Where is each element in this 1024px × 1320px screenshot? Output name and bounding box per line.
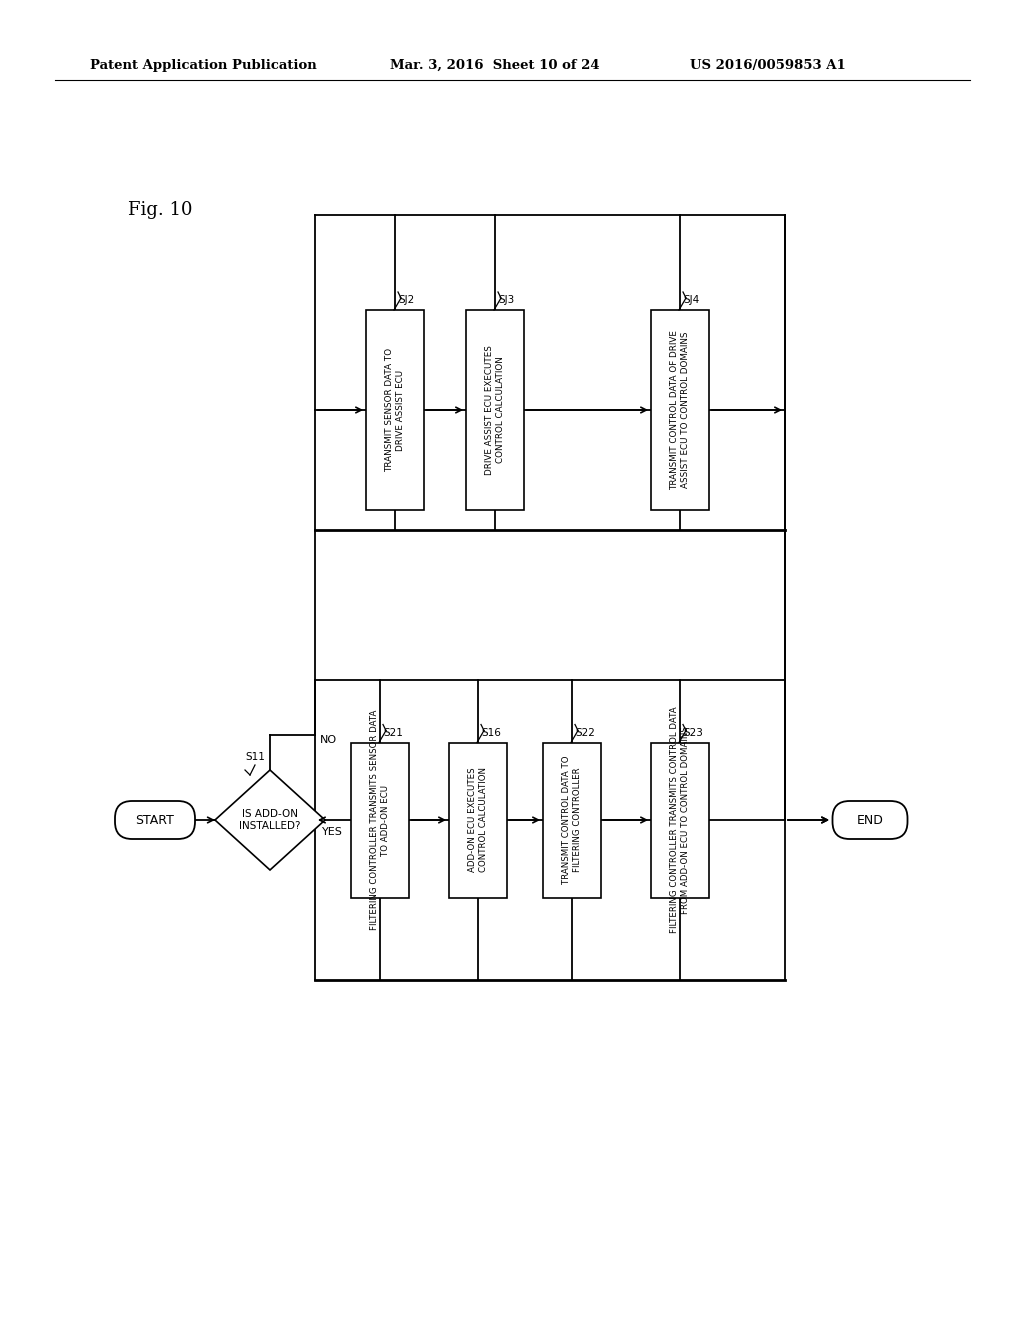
Text: SJ4: SJ4 [683,294,699,305]
Text: SJ3: SJ3 [498,294,514,305]
Bar [466,310,524,510]
Text: S16: S16 [481,727,501,738]
Bar [543,742,601,898]
Text: IS ADD-ON
INSTALLED?: IS ADD-ON INSTALLED? [240,809,301,830]
Bar [366,310,424,510]
Text: NO: NO [319,735,337,744]
Bar [351,742,409,898]
Text: FILTERING CONTROLLER TRANSMITS CONTROL DATA
FROM ADD-ON ECU TO CONTROL DOMAINS: FILTERING CONTROLLER TRANSMITS CONTROL D… [671,706,690,933]
Text: YES: YES [322,828,342,837]
Text: END: END [856,813,884,826]
Bar [651,310,709,510]
FancyBboxPatch shape [115,801,195,840]
Text: S23: S23 [683,727,702,738]
Text: TRANSMIT CONTROL DATA TO
FILTERING CONTROLLER: TRANSMIT CONTROL DATA TO FILTERING CONTR… [562,756,582,884]
Text: ADD-ON ECU EXECUTES
CONTROL CALCULATION: ADD-ON ECU EXECUTES CONTROL CALCULATION [468,767,487,873]
Text: SJ2: SJ2 [398,294,415,305]
Text: FILTERING CONTROLLER TRANSMITS SENSOR DATA
TO ADD-ON ECU: FILTERING CONTROLLER TRANSMITS SENSOR DA… [371,710,390,931]
FancyBboxPatch shape [833,801,907,840]
Polygon shape [215,770,325,870]
Text: DRIVE ASSIST ECU EXECUTES
CONTROL CALCULATION: DRIVE ASSIST ECU EXECUTES CONTROL CALCUL… [485,345,505,475]
Text: Mar. 3, 2016  Sheet 10 of 24: Mar. 3, 2016 Sheet 10 of 24 [390,58,600,71]
Text: S11: S11 [245,752,265,762]
Text: S22: S22 [575,727,595,738]
Bar [449,742,507,898]
Text: US 2016/0059853 A1: US 2016/0059853 A1 [690,58,846,71]
Text: S21: S21 [383,727,402,738]
Text: TRANSMIT SENSOR DATA TO
DRIVE ASSIST ECU: TRANSMIT SENSOR DATA TO DRIVE ASSIST ECU [385,348,404,473]
Text: Fig. 10: Fig. 10 [128,201,193,219]
Text: TRANSMIT CONTROL DATA OF DRIVE
ASSIST ECU TO CONTROL DOMAINS: TRANSMIT CONTROL DATA OF DRIVE ASSIST EC… [671,330,690,490]
Text: Patent Application Publication: Patent Application Publication [90,58,316,71]
Text: START: START [135,813,174,826]
Bar [651,742,709,898]
